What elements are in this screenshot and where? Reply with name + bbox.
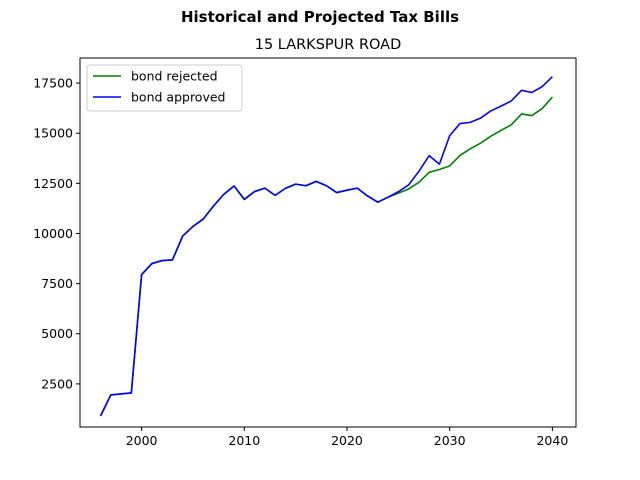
y-tick-label: 5000 [41, 326, 73, 341]
y-tick-label: 17500 [33, 76, 73, 91]
plot-frame [79, 57, 577, 428]
y-tick-label: 10000 [33, 226, 73, 241]
legend-label-bond-approved: bond approved [131, 90, 225, 105]
x-axis: 2000 2010 2020 2030 2040 [126, 427, 568, 448]
x-tick-label: 2020 [331, 433, 363, 448]
legend-box [86, 64, 243, 112]
legend-label-bond-rejected: bond rejected [131, 69, 218, 84]
x-tick-label: 2000 [126, 433, 158, 448]
y-tick-label: 2500 [41, 376, 73, 391]
x-tick-label: 2010 [228, 433, 260, 448]
series-lines [99, 76, 553, 417]
series-line-bond-rejected [99, 96, 553, 417]
plot-area [79, 57, 577, 428]
x-tick-label: 2030 [434, 433, 466, 448]
y-tick-label: 12500 [33, 176, 73, 191]
y-tick-label: 15000 [33, 126, 73, 141]
y-axis: 2500 5000 7500 10000 12500 15000 17500 [33, 76, 80, 391]
chart-suptitle: Historical and Projected Tax Bills [181, 8, 459, 26]
legend: bond rejected bond approved [86, 64, 243, 112]
y-tick-label: 7500 [41, 276, 73, 291]
x-tick-label: 2040 [536, 433, 568, 448]
chart-title: 15 LARKSPUR ROAD [255, 37, 402, 53]
series-line-bond-approved [99, 76, 553, 417]
